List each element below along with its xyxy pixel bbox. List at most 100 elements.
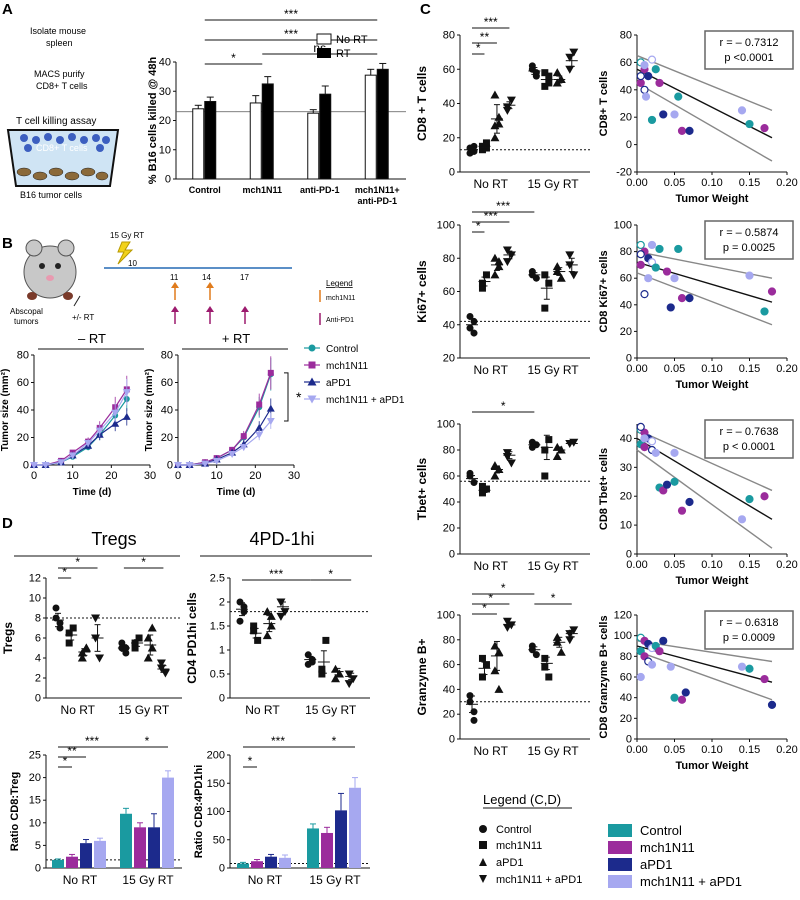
y-axis-label: Ki67+ cells (415, 260, 429, 323)
data-point (666, 662, 675, 671)
y-tick-label: 60 (620, 57, 632, 69)
bar-0 (52, 859, 64, 868)
y-tick-label: 20 (443, 132, 455, 144)
x-tick-label: 0.10 (701, 363, 722, 375)
y-tick-label: 0 (626, 353, 632, 365)
data-point-circle (466, 312, 474, 320)
data-point (737, 515, 747, 524)
subplot-title: – RT (78, 331, 106, 346)
step-isolate-line2: spleen (46, 38, 73, 48)
bar-1 (251, 861, 263, 868)
y-tick-label: 60 (443, 659, 455, 671)
y-axis-label: CD4 PD1hi cells (185, 592, 199, 684)
y-tick-label: 0 (35, 693, 41, 705)
bar-2 (335, 810, 347, 868)
data-point-triangle (331, 674, 341, 683)
data-point-square (545, 72, 553, 80)
y-tick-label: 0 (626, 734, 632, 746)
stat-r: r = – 0.5874 (719, 227, 778, 239)
data-point-square (65, 629, 73, 637)
y-tick-label: 20 (443, 523, 455, 535)
data-point (655, 244, 664, 254)
data-point-square (478, 284, 486, 292)
y-axis-label: Tumor size (mm²) (144, 369, 155, 452)
data-point-inv-triangle (276, 612, 286, 621)
y-axis-label: Ratio CD8:Treg (9, 772, 21, 851)
data-point-inv-triangle (160, 669, 170, 678)
timeline-legend-pd1: Anti-PD1 (326, 317, 354, 324)
data-point-triangle (494, 684, 504, 693)
y-tick-label: 40 (443, 98, 455, 110)
x-group-label: 15 Gy RT (527, 744, 579, 758)
data-point-inv-triangle (68, 452, 77, 460)
step-isolate-line1: Isolate mouse (30, 26, 86, 36)
data-point-triangle (143, 653, 153, 662)
y-tick-label: 6 (35, 633, 41, 645)
x-category-label: mch1N11+ (355, 185, 400, 195)
legend-color-apd1: aPD1 (640, 857, 673, 872)
data-point-inv-triangle (41, 462, 50, 469)
x-category-label: anti-PD-1 (300, 185, 340, 195)
timeline-day-10: 10 (128, 259, 137, 268)
data-point-square (250, 627, 258, 635)
y-tick-label: 20 (620, 713, 632, 725)
legend-label: aPD1 (326, 378, 351, 389)
mouse-icon (23, 239, 77, 300)
data-point (677, 506, 687, 515)
significance-bracket (284, 372, 289, 422)
data-point (737, 106, 747, 115)
data-point-triangle (494, 112, 504, 121)
timeline-rt-label: 15 Gy RT (110, 231, 144, 240)
x-axis-label: Tumor Weight (676, 575, 749, 587)
stat-box (704, 610, 794, 650)
x-axis-label: Tumor Weight (676, 379, 749, 391)
data-point-inv-triangle (307, 395, 317, 404)
data-point (647, 240, 657, 250)
significance-label: * (332, 734, 337, 748)
x-tick-label: 0 (31, 470, 37, 482)
data-point-square (541, 446, 549, 454)
stat-box (704, 419, 794, 459)
lightning-icon (117, 241, 134, 265)
y-tick-label: 5 (35, 840, 41, 852)
y-tick-label: 60 (620, 672, 632, 684)
significance-label: * (296, 389, 302, 405)
ci-upper-line (636, 429, 773, 492)
x-tick-label: 0.15 (739, 363, 760, 375)
y-tick-label: 20 (161, 432, 173, 444)
step-killing-assay: T cell killing assay (16, 116, 96, 127)
data-point-inv-triangle (95, 654, 105, 663)
y-tick-label: 20 (620, 326, 632, 338)
data-point-inv-triangle (565, 636, 575, 645)
data-point (674, 244, 683, 254)
chart-a-bar: 0 10 20 30 40% B16 cells killed @ 48h Control… (147, 7, 406, 206)
data-point-square (541, 654, 549, 662)
subplot-title: Tregs (91, 529, 136, 549)
data-point-square (69, 624, 77, 632)
data-point (636, 250, 645, 259)
x-group-label: No RT (473, 744, 508, 758)
data-point-triangle (490, 90, 500, 99)
y-tick-label: 0 (626, 549, 632, 561)
bar-3 (94, 840, 106, 868)
legend-shape-control: Control (496, 824, 531, 836)
series-line (34, 389, 128, 466)
y-axis-label: CD8 Granzyme B+ cells (598, 615, 610, 738)
x-tick-label: 0.10 (701, 177, 722, 189)
x-group-label: No RT (245, 703, 280, 717)
data-point (636, 71, 645, 81)
data-point (760, 674, 769, 684)
legend-swatch-control (608, 824, 632, 837)
bar-2 (80, 843, 92, 868)
significance-label: *** (85, 734, 99, 748)
y-tick-label: 20 (17, 432, 29, 444)
x-tick-label: 0.20 (776, 177, 797, 189)
data-point-square (545, 279, 553, 287)
data-point-square (482, 144, 490, 152)
y-tick-label: 100 (437, 610, 455, 622)
ci-lower-line (636, 449, 773, 549)
step-macs-line2: CD8+ T cells (36, 81, 88, 91)
data-point-inv-triangle (111, 409, 120, 417)
data-point (636, 78, 645, 88)
